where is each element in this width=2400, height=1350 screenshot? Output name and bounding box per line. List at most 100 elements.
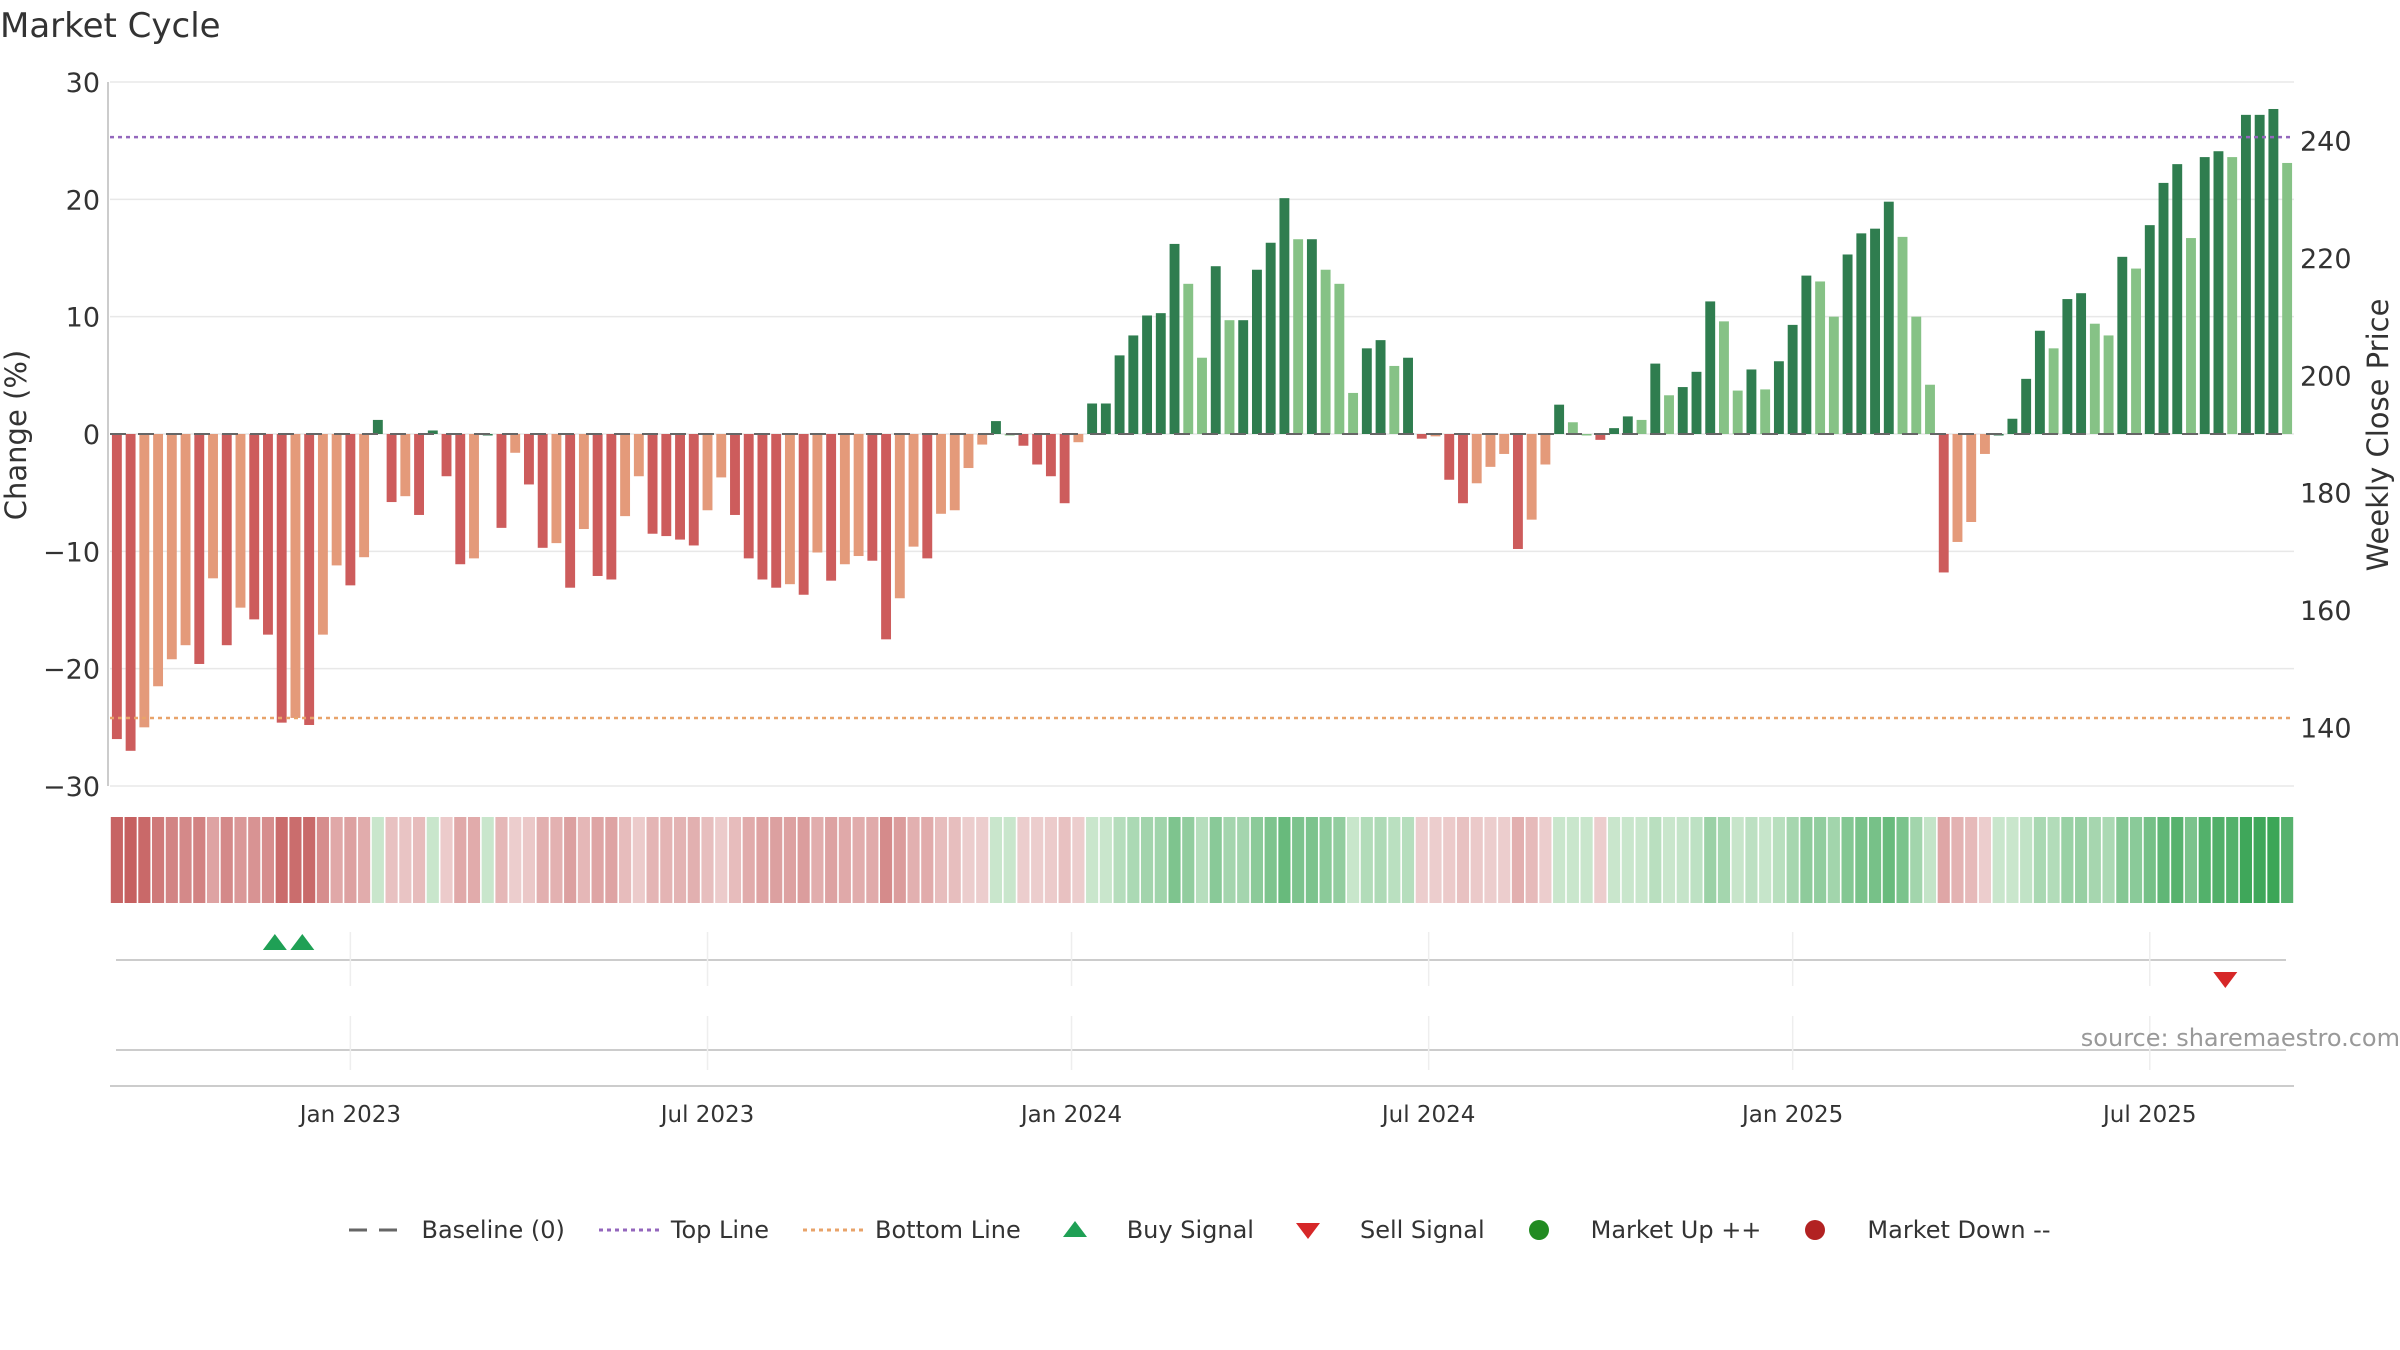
bar: [1471, 434, 1482, 484]
heat-cell: [275, 817, 288, 903]
bar: [647, 434, 658, 534]
heat-cell: [783, 817, 796, 903]
heat-cell: [1580, 817, 1593, 903]
bar: [180, 434, 191, 646]
heat-cell: [234, 817, 247, 903]
heat-cell: [1333, 817, 1346, 903]
heat-cell: [797, 817, 810, 903]
heat-cell: [440, 817, 453, 903]
heat-cell: [1992, 817, 2005, 903]
heat-cell: [1099, 817, 1112, 903]
bar: [304, 434, 315, 725]
heat-cell: [811, 817, 824, 903]
bar: [1952, 434, 1963, 542]
heat-cell: [1195, 817, 1209, 903]
heat-cell: [2184, 817, 2198, 903]
bar: [757, 434, 768, 580]
market-down-dot-icon: [1805, 1220, 1826, 1240]
bar: [235, 434, 246, 608]
heat-cell: [646, 817, 659, 903]
bar: [1815, 281, 1826, 434]
bar: [977, 434, 988, 445]
buy-signal-marker: [262, 934, 287, 950]
bar: [2213, 151, 2224, 434]
x-tick-label: Jul 2023: [659, 1102, 755, 1128]
heat-cell: [1319, 817, 1332, 903]
bar: [2021, 378, 2032, 434]
heat-cell: [1264, 817, 1277, 903]
heat-cell: [1745, 817, 1758, 903]
bar: [372, 419, 383, 434]
heat-cell: [934, 817, 948, 903]
bar: [1760, 389, 1771, 434]
heat-cell: [1965, 817, 1978, 903]
heat-cell: [1868, 817, 1882, 903]
bar: [496, 434, 507, 528]
heat-cell: [1676, 817, 1689, 903]
heat-cell: [2226, 817, 2239, 903]
heat-cell: [454, 817, 467, 903]
bar: [263, 434, 273, 635]
bar: [798, 434, 809, 595]
legend-buy-label: Buy Signal: [1126, 1216, 1254, 1244]
bar: [2089, 323, 2100, 434]
x-tick-label: Jul 2024: [1380, 1102, 1476, 1128]
bar: [1114, 355, 1125, 434]
bar: [688, 434, 699, 546]
bar: [2172, 164, 2183, 434]
bar: [441, 434, 452, 477]
y-axis-label: Change (%): [0, 350, 33, 520]
bar: [743, 434, 754, 559]
legend-sell-label: Sell Signal: [1359, 1216, 1485, 1244]
heat-cell: [2198, 817, 2211, 903]
sell-triangle-icon: [1295, 1223, 1320, 1239]
heat-cell: [577, 817, 590, 903]
heat-cell: [1937, 817, 1950, 903]
y-tick-label: 0: [83, 420, 100, 451]
bar: [194, 434, 205, 664]
heat-cell: [1951, 817, 1964, 903]
heat-cell: [605, 817, 618, 903]
heat-cell: [1044, 817, 1057, 903]
heat-cell: [2267, 817, 2280, 903]
heat-cell: [1717, 817, 1731, 903]
heat-cell: [467, 817, 481, 903]
legend-market-down: Market Down --: [1795, 1216, 2051, 1244]
heat-cell: [1003, 817, 1016, 903]
heat-cell: [1443, 817, 1456, 903]
heat-cell: [316, 817, 329, 903]
bar: [826, 434, 837, 581]
bar: [894, 434, 905, 599]
bar: [922, 434, 933, 559]
bar: [1224, 320, 1235, 434]
heat-cell: [673, 817, 687, 903]
bar: [1458, 434, 1468, 504]
market-up-dot-icon: [1528, 1220, 1549, 1240]
heat-cell: [1690, 817, 1703, 903]
axes-layer: 30 20 10 0 −10 −20 −30 240 220 200 180 160 140 Jan 20…: [43, 68, 2352, 1128]
heat-cell: [124, 817, 137, 903]
heat-cell: [1923, 817, 1937, 903]
bar: [1238, 320, 1249, 434]
heat-cell: [1031, 817, 1044, 903]
bar: [853, 434, 864, 557]
heat-cell: [1621, 817, 1634, 903]
bar: [1732, 390, 1743, 434]
bar: [208, 434, 218, 579]
bar: [111, 434, 122, 740]
bar: [249, 434, 260, 620]
bar: [1251, 269, 1262, 434]
reference-lines: [110, 135, 2294, 720]
heat-cell: [110, 817, 123, 903]
heat-cell: [742, 817, 755, 903]
heat-cell: [880, 817, 893, 903]
bar: [551, 434, 562, 544]
heat-cell: [536, 817, 549, 903]
heat-cell: [1456, 817, 1470, 903]
heat-cell: [1896, 817, 1909, 903]
heat-cell: [1511, 817, 1524, 903]
heat-cell: [1525, 817, 1538, 903]
heat-strip: [110, 817, 2294, 903]
legend-market-down-label: Market Down --: [1867, 1216, 2051, 1244]
heat-cell: [1855, 817, 1868, 903]
